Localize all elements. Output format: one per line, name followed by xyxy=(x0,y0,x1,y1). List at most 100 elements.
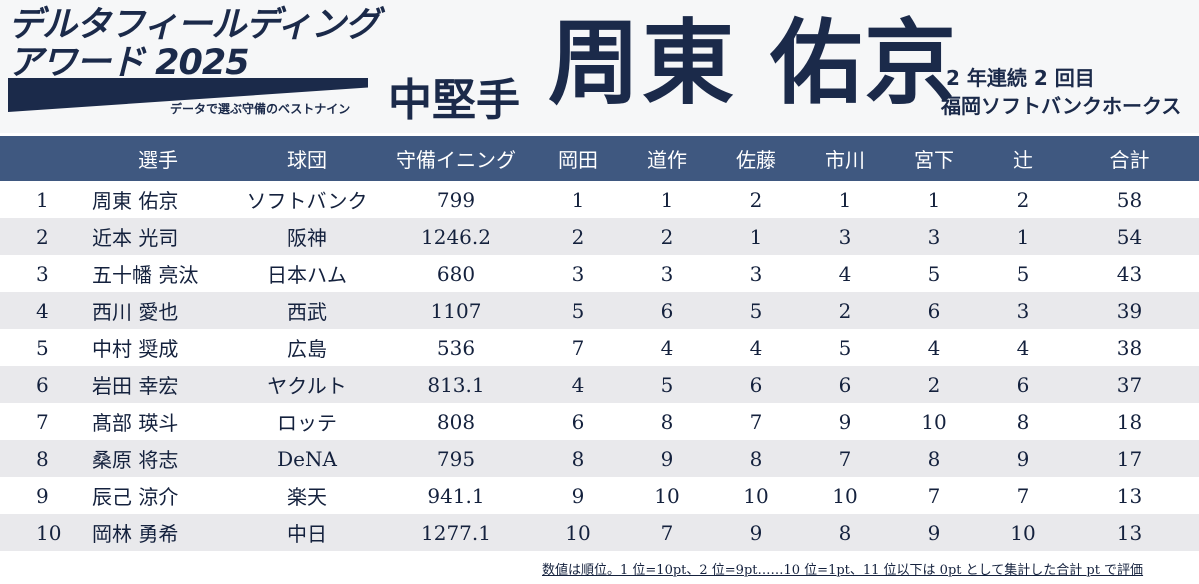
row-sato: 4 xyxy=(749,335,763,360)
row-ichikawa: 2 xyxy=(808,292,882,329)
header-player: 選手 xyxy=(88,136,228,181)
row-dosaku: 7 xyxy=(630,514,704,551)
row-sato: 3 xyxy=(749,261,763,286)
row-sato: 6 xyxy=(704,366,808,403)
row-dosaku: 9 xyxy=(630,440,704,477)
header-rank xyxy=(0,136,88,181)
row-okada: 9 xyxy=(571,483,585,508)
row-innings: 799 xyxy=(436,187,476,212)
row-dosaku: 1 xyxy=(660,187,674,212)
row-player: 髙部 瑛斗 xyxy=(92,411,179,435)
scoring-footnote: 数値は順位。1 位=10pt、2 位=9pt……10 位=1pt、11 位以下は… xyxy=(542,563,1144,578)
row-tsuji: 1 xyxy=(986,218,1060,255)
consecutive-note: 2 年連続 2 回目 xyxy=(946,66,1095,90)
row-player: 岩田 幸宏 xyxy=(88,366,228,403)
row-tsuji: 2 xyxy=(1016,187,1030,212)
row-sato: 1 xyxy=(704,218,808,255)
row-sato: 5 xyxy=(704,292,808,329)
row-team: ヤクルト xyxy=(228,366,386,403)
row-dosaku: 5 xyxy=(630,366,704,403)
row-miyashita: 10 xyxy=(921,409,947,434)
row-okada: 10 xyxy=(526,514,630,551)
header-innings: 守備イニング xyxy=(386,136,526,181)
row-total: 58 xyxy=(1116,187,1143,212)
row-okada: 4 xyxy=(526,366,630,403)
row-ichikawa: 10 xyxy=(832,483,858,508)
row-tsuji: 8 xyxy=(1016,409,1030,434)
row-team: 日本ハム xyxy=(267,263,347,287)
row-player: 周東 佑京 xyxy=(92,189,179,213)
row-total: 17 xyxy=(1060,440,1199,477)
row-miyashita: 1 xyxy=(927,187,941,212)
row-dosaku: 4 xyxy=(660,335,674,360)
header-okada: 岡田 xyxy=(526,136,630,181)
row-tsuji: 7 xyxy=(1016,483,1030,508)
row-dosaku: 3 xyxy=(660,261,674,286)
row-innings: 795 xyxy=(386,440,526,477)
row-rank: 4 xyxy=(0,292,88,329)
row-miyashita: 6 xyxy=(882,292,986,329)
row-team: ソフトバンク xyxy=(246,189,368,213)
row-rank: 3 xyxy=(36,261,49,286)
row-player: 近本 光司 xyxy=(88,218,228,255)
position-label: 中堅手 xyxy=(388,75,520,126)
row-total: 13 xyxy=(1116,483,1143,508)
header-dosaku: 道作 xyxy=(630,136,704,181)
row-miyashita: 8 xyxy=(882,440,986,477)
row-innings: 1246.2 xyxy=(386,218,526,255)
header-sato: 佐藤 xyxy=(704,136,808,181)
row-dosaku: 2 xyxy=(630,218,704,255)
row-okada: 2 xyxy=(526,218,630,255)
row-miyashita: 7 xyxy=(927,483,941,508)
row-rank: 6 xyxy=(0,366,88,403)
row-miyashita: 2 xyxy=(882,366,986,403)
ranking-table: 選手 球団 守備イニング 岡田 道作 佐藤 市川 宮下 辻 合計 1 周東 佑京 ソ… xyxy=(0,136,1199,551)
row-innings: 808 xyxy=(436,409,476,434)
row-innings: 536 xyxy=(436,335,476,360)
row-player: 岡林 勇希 xyxy=(88,514,228,551)
row-innings: 813.1 xyxy=(386,366,526,403)
row-miyashita: 9 xyxy=(882,514,986,551)
row-okada: 1 xyxy=(571,187,585,212)
row-ichikawa: 6 xyxy=(808,366,882,403)
winner-team: 福岡ソフトバンクホークス xyxy=(941,94,1182,118)
row-team: 広島 xyxy=(287,337,327,361)
row-rank: 9 xyxy=(36,483,49,508)
row-innings: 1277.1 xyxy=(386,514,526,551)
row-tsuji: 3 xyxy=(986,292,1060,329)
row-rank: 1 xyxy=(36,187,49,212)
table-row: 4 西川 愛也 西武 1107 5 6 5 2 6 3 39 xyxy=(0,292,1199,329)
row-sato: 8 xyxy=(704,440,808,477)
row-tsuji: 5 xyxy=(1016,261,1030,286)
row-ichikawa: 9 xyxy=(838,409,852,434)
row-team: 中日 xyxy=(228,514,386,551)
row-total: 13 xyxy=(1060,514,1199,551)
row-tsuji: 9 xyxy=(986,440,1060,477)
row-dosaku: 10 xyxy=(654,483,680,508)
row-tsuji: 6 xyxy=(986,366,1060,403)
row-team: 西武 xyxy=(228,292,386,329)
table-row: 3 五十幡 亮汰 日本ハム 680 3 3 3 4 5 5 43 xyxy=(0,255,1199,292)
row-okada: 7 xyxy=(571,335,585,360)
row-tsuji: 10 xyxy=(986,514,1060,551)
row-okada: 6 xyxy=(571,409,585,434)
row-ichikawa: 3 xyxy=(808,218,882,255)
row-dosaku: 6 xyxy=(630,292,704,329)
row-ichikawa: 1 xyxy=(838,187,852,212)
header-ichikawa: 市川 xyxy=(808,136,882,181)
row-player: 桑原 将志 xyxy=(88,440,228,477)
row-player: 中村 奨成 xyxy=(92,337,179,361)
table-body: 1 周東 佑京 ソフトバンク 799 1 1 2 1 1 2 58 2 近本 光司 阪神 1246.2 2 2 1… xyxy=(0,181,1199,551)
header-tsuji: 辻 xyxy=(986,136,1060,181)
row-ichikawa: 7 xyxy=(808,440,882,477)
row-ichikawa: 5 xyxy=(838,335,852,360)
header-miyashita: 宮下 xyxy=(882,136,986,181)
row-rank: 8 xyxy=(0,440,88,477)
row-sato: 2 xyxy=(749,187,763,212)
row-player: 西川 愛也 xyxy=(88,292,228,329)
row-team: ロッテ xyxy=(277,411,337,435)
row-dosaku: 8 xyxy=(660,409,674,434)
row-innings: 941.1 xyxy=(427,483,485,508)
table-row: 8 桑原 将志 DeNA 795 8 9 8 7 8 9 17 xyxy=(0,440,1199,477)
row-rank: 2 xyxy=(0,218,88,255)
